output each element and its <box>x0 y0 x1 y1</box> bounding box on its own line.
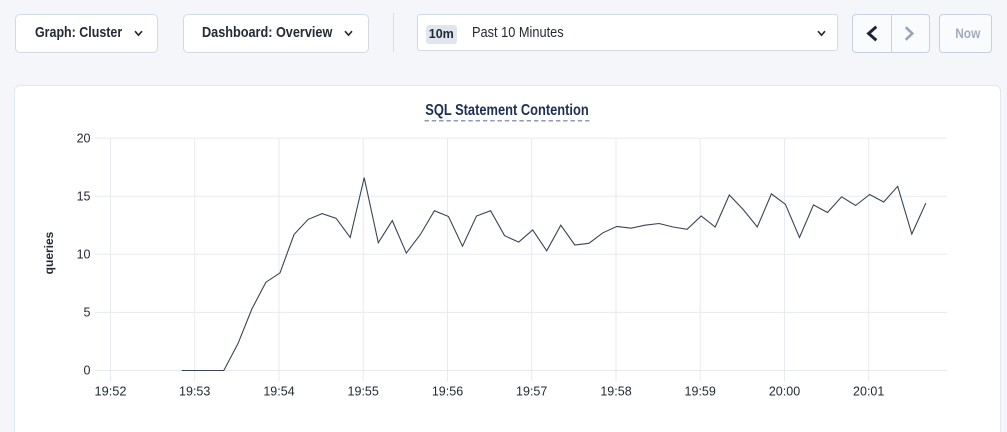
svg-text:0: 0 <box>84 364 91 378</box>
svg-text:15: 15 <box>77 189 91 203</box>
svg-text:10: 10 <box>77 248 91 262</box>
svg-text:queries: queries <box>42 231 56 274</box>
svg-text:19:56: 19:56 <box>432 384 463 398</box>
svg-text:19:58: 19:58 <box>600 384 631 398</box>
svg-text:19:53: 19:53 <box>179 384 210 398</box>
svg-text:5: 5 <box>84 306 91 320</box>
svg-text:19:54: 19:54 <box>263 384 294 398</box>
svg-text:19:59: 19:59 <box>685 384 716 398</box>
svg-text:20:00: 20:00 <box>769 384 800 398</box>
svg-text:19:57: 19:57 <box>516 384 547 398</box>
svg-text:20:01: 20:01 <box>853 384 884 398</box>
svg-text:19:52: 19:52 <box>94 383 126 398</box>
svg-text:20: 20 <box>77 131 91 145</box>
svg-text:19:55: 19:55 <box>348 384 379 398</box>
